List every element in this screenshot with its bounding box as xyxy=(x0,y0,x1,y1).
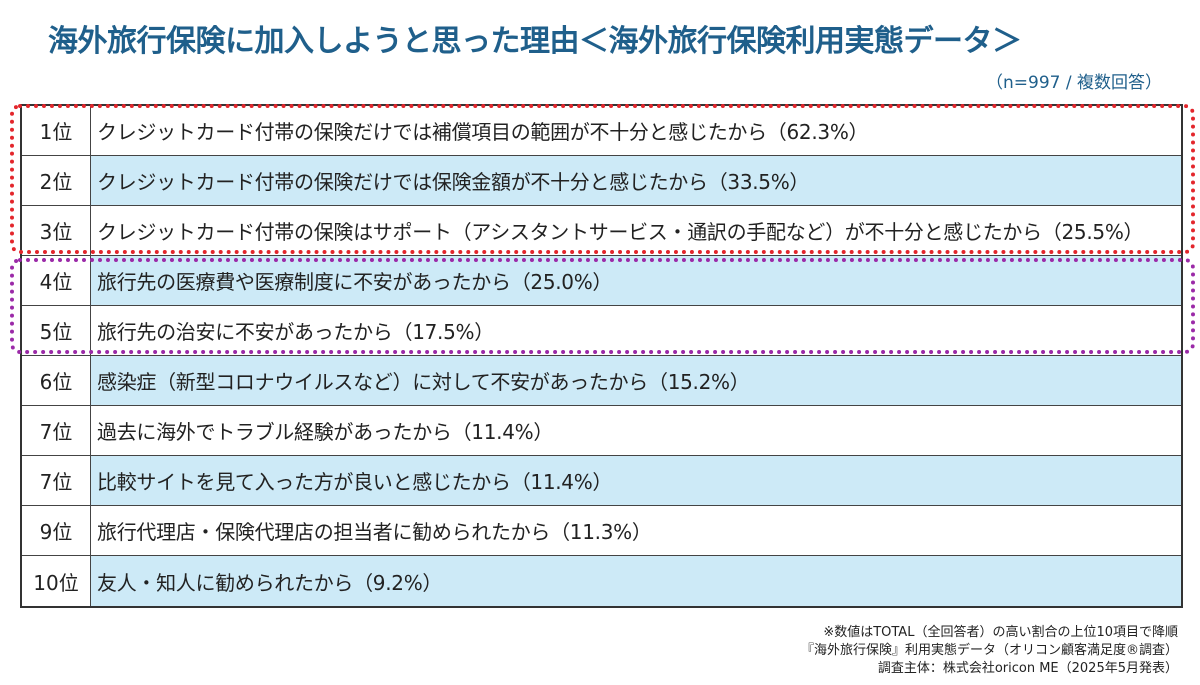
reason-cell: 比較サイトを見て入った方が良いと感じたから（11.4%） xyxy=(97,470,613,494)
table-row: 4位 旅行先の医療費や医療制度に不安があったから（25.0%） xyxy=(22,256,1181,306)
table-row: 10位 友人・知人に勧められたから（9.2%） xyxy=(22,556,1181,606)
rank-cell: 7位 xyxy=(22,406,91,455)
reason-cell: クレジットカード付帯の保険はサポート（アシスタントサービス・通訳の手配など）が不… xyxy=(97,220,1144,244)
table-row: 7位 比較サイトを見て入った方が良いと感じたから（11.4%） xyxy=(22,456,1181,506)
table-row: 1位 クレジットカード付帯の保険だけでは補償項目の範囲が不十分と感じたから（62.… xyxy=(22,106,1181,156)
page-title: 海外旅行保険に加入しようと思った理由＜海外旅行保険利用実態データ＞ xyxy=(48,24,1022,59)
reason-cell: クレジットカード付帯の保険だけでは補償項目の範囲が不十分と感じたから（62.3%… xyxy=(97,120,869,144)
rank-cell: 5位 xyxy=(22,306,91,355)
rank-cell: 7位 xyxy=(22,456,91,505)
rank4-5-highlight-frame xyxy=(10,258,1195,354)
footnote-survey-organizer: 調査主体：株式会社oricon ME（2025年5月発表） xyxy=(877,661,1178,676)
reason-cell: 感染症（新型コロナウイルスなど）に対して不安があったから（15.2%） xyxy=(97,370,750,394)
reason-cell: 旅行先の医療費や医療制度に不安があったから（25.0%） xyxy=(97,270,613,294)
footnote-ranking-basis: ※数値はTOTAL（全回答者）の高い割合の上位10項目で降順 xyxy=(823,625,1178,640)
rank-cell: 4位 xyxy=(22,256,91,305)
reason-cell: 過去に海外でトラブル経験があったから（11.4%） xyxy=(97,420,554,444)
rank-cell: 1位 xyxy=(22,106,91,155)
table-row: 2位 クレジットカード付帯の保険だけでは保険金額が不十分と感じたから（33.5%） xyxy=(22,156,1181,206)
footnotes: ※数値はTOTAL（全回答者）の高い割合の上位10項目で降順 『海外旅行保険』利… xyxy=(801,624,1178,678)
table-row: 3位 クレジットカード付帯の保険はサポート（アシスタントサービス・通訳の手配など）… xyxy=(22,206,1181,256)
footnote-data-source: 『海外旅行保険』利用実態データ（オリコン顧客満足度®調査） xyxy=(800,643,1178,658)
rank-cell: 2位 xyxy=(22,156,91,205)
table-row: 5位 旅行先の治安に不安があったから（17.5%） xyxy=(22,306,1181,356)
rank-cell: 6位 xyxy=(22,356,91,405)
rank-cell: 9位 xyxy=(22,506,91,555)
rank-cell: 3位 xyxy=(22,206,91,255)
reason-cell: 旅行先の治安に不安があったから（17.5%） xyxy=(97,320,494,344)
sample-size-note: （n=997 / 複数回答） xyxy=(985,73,1162,93)
table-row: 9位 旅行代理店・保険代理店の担当者に勧められたから（11.3%） xyxy=(22,506,1181,556)
table-row: 6位 感染症（新型コロナウイルスなど）に対して不安があったから（15.2%） xyxy=(22,356,1181,406)
table-row: 7位 過去に海外でトラブル経験があったから（11.4%） xyxy=(22,406,1181,456)
rank-cell: 10位 xyxy=(22,556,91,606)
reason-cell: 友人・知人に勧められたから（9.2%） xyxy=(97,570,443,595)
ranking-table: 1位 クレジットカード付帯の保険だけでは補償項目の範囲が不十分と感じたから（62.… xyxy=(20,104,1183,608)
reason-cell: クレジットカード付帯の保険だけでは保険金額が不十分と感じたから（33.5%） xyxy=(97,170,810,194)
reason-cell: 旅行代理店・保険代理店の担当者に勧められたから（11.3%） xyxy=(97,520,652,544)
top3-highlight-frame xyxy=(10,104,1195,254)
